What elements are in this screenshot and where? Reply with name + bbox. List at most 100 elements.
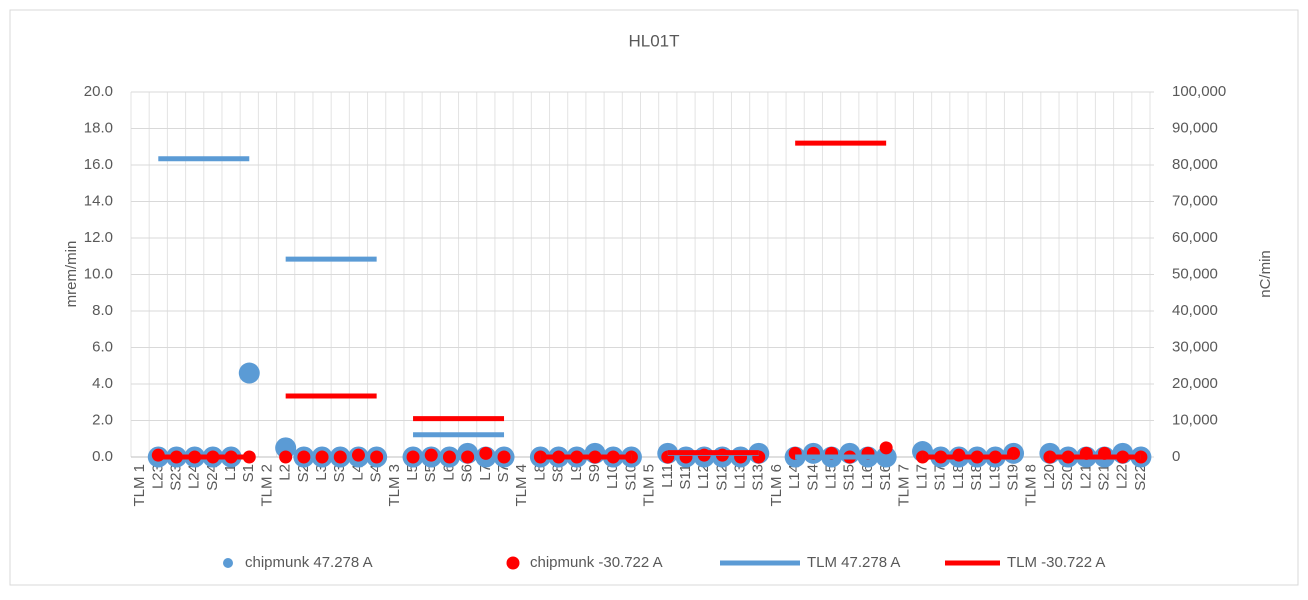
x-tick-label: S20 [1059,464,1076,491]
x-tick-label: L11 [659,464,676,488]
x-tick-label: S1 [240,464,257,482]
legend-marker [223,558,233,568]
x-tick-label: S22 [1132,464,1149,491]
y2-tick-label: 90,000 [1172,119,1218,136]
y2-tick-label: 100,000 [1172,83,1226,100]
x-tick-label: L14 [786,464,803,489]
x-tick-label: S8 [550,464,567,482]
x-tick-label: S7 [495,464,512,482]
x-tick-label: L8 [531,464,548,481]
legend-label: chipmunk 47.278 A [245,554,373,571]
y-tick-label: 18.0 [84,119,113,136]
x-tick-label: S9 [586,464,603,482]
y-tick-label: 20.0 [84,83,113,100]
y2-tick-label: 10,000 [1172,411,1218,428]
y2-axis-title: nC/min [1257,250,1274,298]
x-tick-label: S5 [422,464,439,482]
y-tick-label: 2.0 [92,411,113,428]
x-tick-label: TLM 2 [258,464,275,507]
x-tick-label: L16 [859,464,876,489]
x-tick-label: S21 [1095,464,1112,491]
x-tick-label: S12 [713,464,730,491]
x-tick-label: L24 [186,464,203,489]
scatter-point [370,450,384,464]
scatter-point [442,450,456,464]
scatter-point [333,450,347,464]
chart-title: HL01T [628,31,679,50]
x-tick-label: L10 [604,464,621,489]
y2-tick-label: 50,000 [1172,265,1218,282]
x-tick-label: S16 [877,464,894,491]
scatter-point [351,448,365,462]
x-tick-label: TLM 3 [386,464,403,507]
x-tick-label: L18 [950,464,967,489]
y-tick-label: 14.0 [84,192,113,209]
x-tick-label: L5 [404,464,421,481]
x-tick-label: S19 [1004,464,1021,491]
x-tick-label: S2 [295,464,312,482]
x-tick-label: TLM 8 [1023,464,1040,507]
y2-tick-label: 40,000 [1172,302,1218,319]
x-tick-label: S3 [331,464,348,482]
x-tick-label: L20 [1041,464,1058,489]
y-tick-label: 0.0 [92,448,113,465]
x-tick-label: L13 [732,464,749,489]
scatter-point [297,450,311,464]
scatter-point [238,362,260,384]
y-tick-label: 8.0 [92,302,113,319]
x-tick-label: L4 [349,464,366,481]
scatter-point [315,450,329,464]
x-tick-label: S14 [804,464,821,491]
scatter-point [497,450,511,464]
legend-marker [506,556,520,570]
y-tick-label: 12.0 [84,229,113,246]
x-tick-label: TLM 7 [895,464,912,507]
x-tick-label: TLM 1 [131,464,148,507]
legend-label: chipmunk -30.722 A [530,554,663,571]
scatter-point [279,450,293,464]
x-tick-label: L1 [222,464,239,481]
x-tick-label: S23 [167,464,184,491]
x-tick-label: L6 [440,464,457,481]
scatter-point [424,448,438,462]
x-tick-label: TLM 4 [513,464,530,507]
scatter-point [406,450,420,464]
legend-label: TLM 47.278 A [807,554,900,571]
x-tick-label: L22 [1114,464,1131,489]
y-tick-label: 10.0 [84,265,113,282]
x-tick-label: L2 [277,464,294,481]
x-tick-label: L23 [149,464,166,489]
scatter-point [275,437,297,459]
x-tick-label: L17 [914,464,931,489]
x-tick-label: L7 [477,464,494,481]
scatter-point [479,446,493,460]
y2-tick-label: 60,000 [1172,229,1218,246]
x-tick-label: S10 [622,464,639,491]
scatter-point [879,441,893,455]
scatter-point [461,450,475,464]
y-axis-title: mrem/min [63,241,80,308]
y2-tick-label: 20,000 [1172,375,1218,392]
x-tick-label: TLM 6 [768,464,785,507]
x-tick-label: S13 [750,464,767,491]
x-tick-label: S11 [677,464,694,490]
y-tick-label: 4.0 [92,375,113,392]
y-tick-label: 16.0 [84,156,113,173]
y2-tick-label: 80,000 [1172,156,1218,173]
x-tick-label: TLM 5 [641,464,658,507]
x-tick-label: S17 [932,464,949,491]
x-tick-label: S18 [968,464,985,491]
x-tick-label: L12 [695,464,712,489]
x-tick-label: L15 [823,464,840,489]
x-tick-label: S24 [204,464,221,491]
y-tick-label: 6.0 [92,338,113,355]
x-tick-label: L21 [1077,464,1094,489]
x-tick-label: S6 [459,464,476,482]
y2-tick-label: 70,000 [1172,192,1218,209]
y2-tick-label: 30,000 [1172,338,1218,355]
chart-frame [9,9,1299,586]
x-tick-label: S15 [841,464,858,491]
x-tick-label: L3 [313,464,330,481]
x-tick-label: L9 [568,464,585,481]
